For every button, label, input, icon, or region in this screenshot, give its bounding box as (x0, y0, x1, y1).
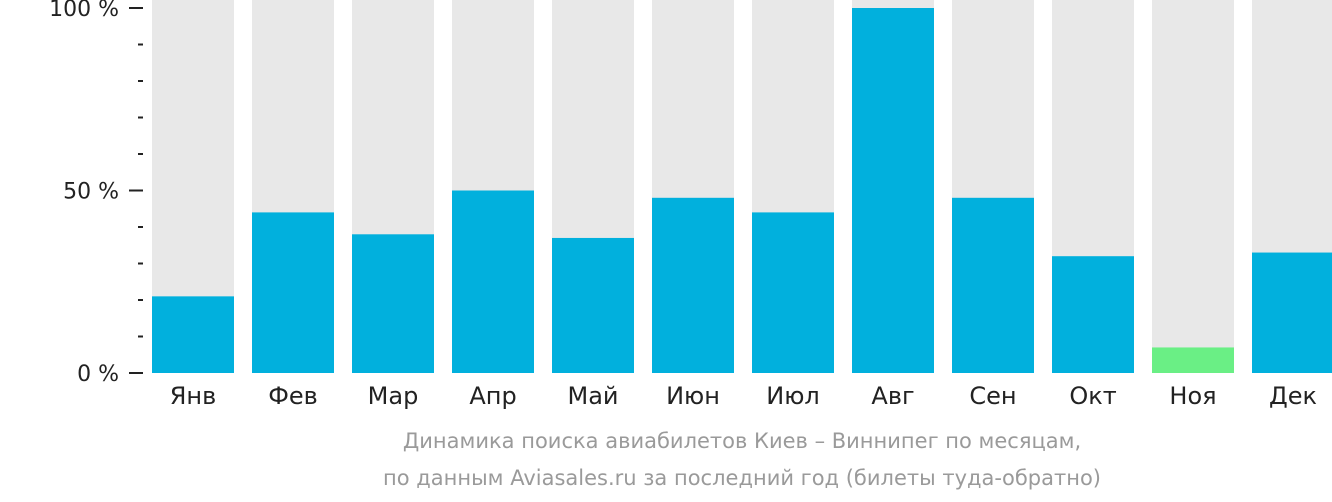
bar-7 (752, 212, 834, 373)
x-tick-label: Окт (1069, 382, 1116, 410)
x-tick-label: Фев (268, 382, 318, 410)
x-tick-label: Янв (170, 382, 217, 410)
x-tick-label: Апр (469, 382, 516, 410)
x-tick-label: Ноя (1169, 382, 1216, 410)
y-tick-label: 100 % (49, 0, 119, 22)
x-tick-label: Июл (766, 382, 820, 410)
y-tick-label: 50 % (63, 180, 119, 205)
y-axis: 0 % 50 % 100 % (49, 0, 143, 387)
x-tick-label: Июн (666, 382, 720, 410)
bar-10 (1052, 256, 1134, 373)
x-tick-label: Май (567, 382, 618, 410)
bar-8 (852, 8, 934, 373)
chart-caption-line-2: по данным Aviasales.ru за последний год … (383, 466, 1101, 490)
bar-background (1152, 0, 1234, 373)
bar-9 (952, 197, 1034, 373)
bar-chart: 0 % 50 % 100 % Янв Фев Мар Апр Май Июн Июл Авг Сен… (49, 0, 1332, 410)
bar-1 (152, 296, 234, 373)
x-tick-label: Авг (871, 382, 914, 410)
bar-5 (552, 237, 634, 373)
chart-caption-line-1: Динамика поиска авиабилетов Киев – Винни… (402, 429, 1082, 453)
bar-6 (652, 197, 734, 373)
bar-4 (452, 190, 534, 373)
x-axis-labels: Янв Фев Мар Апр Май Июн Июл Авг Сен Окт Ноя Дек (170, 382, 1317, 410)
x-tick-label: Сен (969, 382, 1016, 410)
bar-2 (252, 212, 334, 373)
bar-3 (352, 234, 434, 373)
bar-12 (1252, 252, 1332, 373)
x-tick-label: Мар (368, 382, 419, 410)
bar-group (152, 8, 1332, 373)
x-tick-label: Дек (1269, 382, 1317, 410)
bar-11 (1152, 347, 1234, 373)
y-tick-label: 0 % (77, 362, 119, 387)
